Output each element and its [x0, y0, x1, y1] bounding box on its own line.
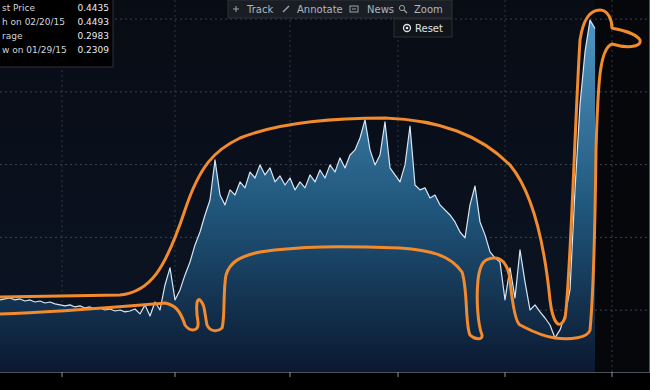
track-icon — [236, 6, 237, 12]
stats-value: 0.2983 — [78, 31, 110, 41]
x-tick — [175, 372, 176, 377]
x-axis-line — [0, 372, 650, 373]
y-axis-line — [649, 0, 650, 372]
toolbar-item[interactable]: Annotate — [297, 4, 343, 15]
reset-icon — [404, 25, 411, 32]
chart: st Price 0.4435 h on 02/20/15 0.4493 rage 0.2… — [0, 0, 650, 390]
x-axis-strip — [0, 372, 650, 390]
stats-value: 0.4493 — [78, 17, 110, 27]
annotate-icon — [283, 6, 289, 12]
reset-icon — [406, 27, 409, 30]
toolbar-item[interactable]: News — [367, 4, 394, 15]
zoom-icon — [399, 5, 404, 10]
x-tick — [612, 372, 613, 377]
background — [0, 0, 650, 390]
stats-label: rage — [2, 31, 23, 41]
stats-label: w on 01/29/15 — [2, 45, 67, 55]
price-line — [0, 20, 595, 338]
stats-value: 0.4435 — [78, 3, 110, 13]
plot-marks — [0, 20, 595, 372]
toolbar-item[interactable]: Zoom — [414, 4, 443, 15]
x-tick — [62, 372, 63, 377]
y-grid-line — [0, 164, 650, 165]
stats-label: h on 02/20/15 — [2, 17, 65, 27]
stats-label: st Price — [2, 3, 35, 13]
x-tick — [505, 372, 506, 377]
news-icon — [350, 6, 358, 12]
x-tick — [290, 372, 291, 377]
y-grid-line — [0, 91, 650, 92]
toolbar-item[interactable]: Track — [246, 4, 273, 15]
zoom-icon — [404, 10, 407, 13]
x-tick — [398, 372, 399, 377]
area-fill — [0, 20, 595, 372]
stats-value: 0.2309 — [78, 45, 110, 55]
reset-button[interactable] — [394, 19, 452, 37]
toolbar — [228, 0, 452, 18]
reset-label[interactable]: Reset — [415, 23, 443, 34]
stats-box — [0, 0, 113, 67]
news-icon — [352, 9, 356, 10]
x-grid-line — [612, 0, 613, 372]
